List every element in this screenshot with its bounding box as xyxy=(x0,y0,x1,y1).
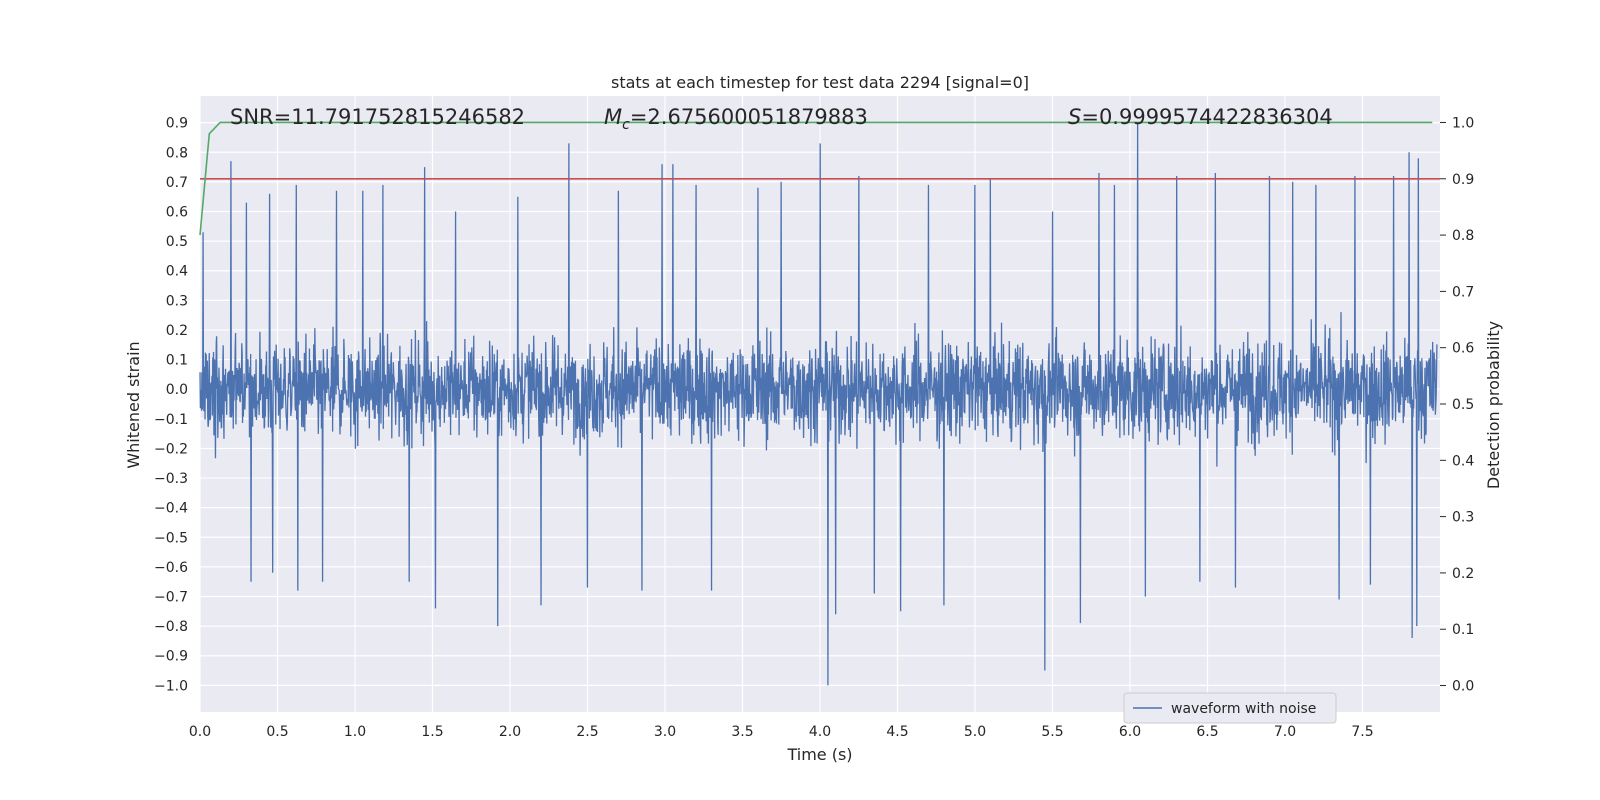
y-tick-label: −0.5 xyxy=(154,530,188,546)
mc-subscript: c xyxy=(622,117,630,133)
waveform-line xyxy=(199,122,1438,686)
y-tick-label: −0.1 xyxy=(154,412,188,428)
y2-tick-label: 0.8 xyxy=(1452,228,1474,244)
y2-tick-labels: 1.0 0.9 0.8 0.7 0.6 0.5 0.4 0.3 0.2 0.1 0.0 xyxy=(1440,115,1474,695)
y2-tick-label: 0.7 xyxy=(1452,284,1474,300)
x-tick-label: 3.5 xyxy=(731,724,753,740)
x-tick-label: 7.0 xyxy=(1274,724,1296,740)
x-tick-label: 6.5 xyxy=(1196,724,1218,740)
detection-probability-line xyxy=(199,121,1433,236)
y2-tick-label: 0.4 xyxy=(1452,453,1474,469)
waveform-series xyxy=(199,122,1438,686)
x-tick-label: 2.5 xyxy=(576,724,598,740)
y-tick-label: 0.5 xyxy=(166,234,188,250)
y-tick-label: 0.4 xyxy=(166,264,188,280)
y2-tick-label: 0.1 xyxy=(1452,622,1474,638)
y-tick-label: 0.9 xyxy=(166,116,188,132)
y2-axis-label: Detection probability xyxy=(1484,321,1503,489)
legend-box xyxy=(1123,692,1337,724)
y-tick-label: −0.3 xyxy=(154,471,188,487)
s-value: =0.9999574422836304 xyxy=(1081,105,1332,129)
x-tick-label: 0.0 xyxy=(189,724,211,740)
y2-tick-label: 0.2 xyxy=(1452,566,1474,582)
y-tick-label: −0.7 xyxy=(154,590,188,606)
y-tick-label: −0.8 xyxy=(154,619,188,635)
y2-tick-label: 0.9 xyxy=(1452,172,1474,188)
x-tick-label: 7.5 xyxy=(1351,724,1373,740)
y-tick-label: 0.0 xyxy=(166,382,188,398)
x-tick-label: 5.0 xyxy=(964,724,986,740)
x-axis-label: Time (s) xyxy=(786,745,852,764)
mc-value: =2.675600051879883 xyxy=(630,105,868,129)
x-tick-label: 2.0 xyxy=(499,724,521,740)
mc-symbol: M xyxy=(604,105,622,129)
score-annotation: S=0.9999574422836304 xyxy=(1068,105,1333,129)
y2-tick-label: 0.6 xyxy=(1452,341,1474,357)
y-tick-label: 0.7 xyxy=(166,175,188,191)
y-tick-labels: 0.9 0.8 0.7 0.6 0.5 0.4 0.3 0.2 0.1 0.0 −0.1 −0.2 −0… xyxy=(154,116,188,695)
y2-tick-label: 1.0 xyxy=(1452,115,1474,131)
y-tick-label: 0.8 xyxy=(166,145,188,161)
y-tick-label: 0.1 xyxy=(166,353,188,369)
s-symbol: S xyxy=(1068,105,1081,129)
y-tick-label: −1.0 xyxy=(154,678,188,694)
x-tick-label: 4.5 xyxy=(886,724,908,740)
x-tick-label: 6.0 xyxy=(1119,724,1141,740)
x-tick-label: 4.0 xyxy=(809,724,831,740)
x-tick-label: 5.5 xyxy=(1041,724,1063,740)
y2-tick-label: 0.3 xyxy=(1452,510,1474,526)
x-tick-label: 1.0 xyxy=(344,724,366,740)
y-tick-label: −0.4 xyxy=(154,501,188,517)
y-tick-label: 0.6 xyxy=(166,205,188,221)
right-axis-series xyxy=(199,121,1440,236)
chart-title: stats at each timestep for test data 229… xyxy=(611,73,1029,92)
y2-tick-label: 0.0 xyxy=(1452,679,1474,695)
y-tick-label: −0.2 xyxy=(154,441,188,457)
snr-annotation: SNR=11.791752815246582 xyxy=(230,105,525,129)
x-tick-labels: 0.0 0.5 1.0 1.5 2.0 2.5 3.0 3.5 4.0 4.5 5.0 5.5 6.0 6… xyxy=(189,724,1374,740)
y-tick-label: −0.6 xyxy=(154,560,188,576)
x-tick-label: 0.5 xyxy=(266,724,288,740)
y-axis-label: Whitened strain xyxy=(124,341,143,468)
y-tick-label: 0.3 xyxy=(166,293,188,309)
x-tick-label: 1.5 xyxy=(421,724,443,740)
legend-label: waveform with noise xyxy=(1171,701,1316,717)
y-tick-label: 0.2 xyxy=(166,323,188,339)
x-tick-label: 3.0 xyxy=(654,724,676,740)
legend: waveform with noise xyxy=(1123,692,1337,724)
y2-tick-label: 0.5 xyxy=(1452,397,1474,413)
chirp-mass-annotation: Mc=2.675600051879883 xyxy=(604,105,868,133)
y-tick-label: −0.9 xyxy=(154,649,188,665)
